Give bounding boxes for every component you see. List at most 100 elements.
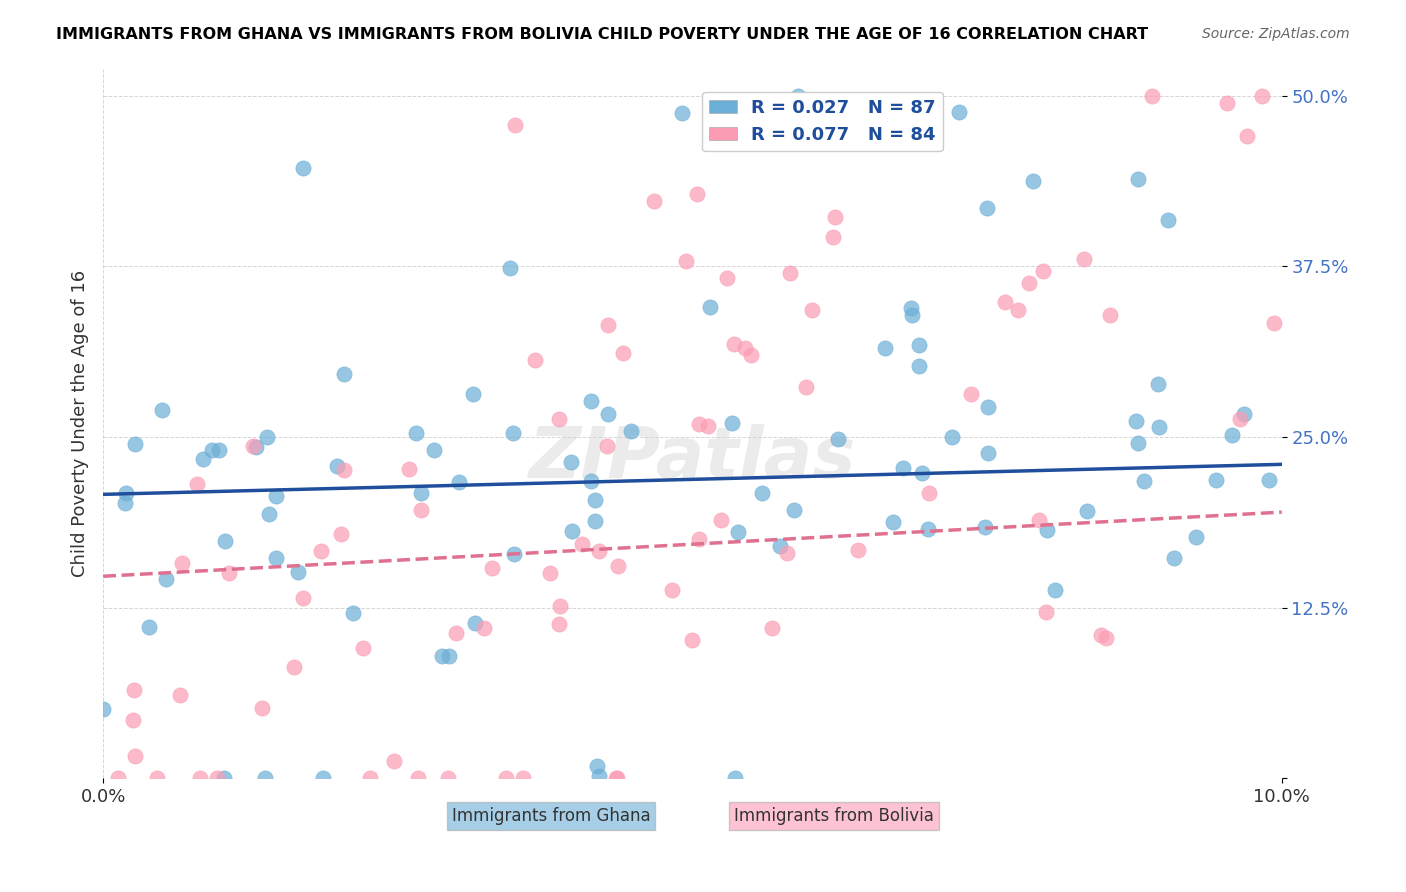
Point — [727, 525, 749, 540]
Point — [761, 622, 783, 636]
Point — [1185, 530, 1208, 544]
Point — [1257, 473, 1279, 487]
Point — [1229, 411, 1251, 425]
Point — [1018, 276, 1040, 290]
Point — [776, 546, 799, 560]
Point — [461, 386, 484, 401]
Point — [257, 508, 280, 522]
Point — [186, 477, 208, 491]
Point — [384, 754, 406, 768]
Point — [464, 615, 486, 630]
Point — [502, 426, 524, 441]
Point — [91, 702, 114, 716]
Point — [114, 496, 136, 510]
Point — [1220, 428, 1243, 442]
Point — [218, 566, 240, 580]
Point — [538, 566, 561, 581]
Point — [122, 714, 145, 728]
Text: Immigrants from Bolivia: Immigrants from Bolivia — [734, 807, 934, 825]
Point — [948, 104, 970, 119]
Point — [503, 547, 526, 561]
Point — [740, 348, 762, 362]
Point — [1032, 264, 1054, 278]
Point — [1007, 302, 1029, 317]
Point — [560, 455, 582, 469]
Point — [918, 486, 941, 500]
Point — [250, 701, 273, 715]
Point — [1095, 631, 1118, 645]
Point — [901, 309, 924, 323]
Point — [214, 533, 236, 548]
Point — [292, 161, 315, 175]
Point — [1098, 308, 1121, 322]
Point — [329, 527, 352, 541]
Point — [783, 502, 806, 516]
Point — [612, 346, 634, 360]
Point — [169, 689, 191, 703]
Point — [710, 513, 733, 527]
Point — [661, 583, 683, 598]
Point — [1205, 473, 1227, 487]
Point — [325, 458, 347, 473]
Point — [1157, 213, 1180, 227]
Point — [398, 462, 420, 476]
Point — [1036, 523, 1059, 537]
Point — [917, 522, 939, 536]
Text: Source: ZipAtlas.com: Source: ZipAtlas.com — [1202, 27, 1350, 41]
Point — [245, 440, 267, 454]
Point — [1147, 420, 1170, 434]
Point — [146, 771, 169, 785]
Point — [596, 318, 619, 332]
Legend: R = 0.027   N = 87, R = 0.077   N = 84: R = 0.027 N = 87, R = 0.077 N = 84 — [702, 92, 942, 152]
Point — [801, 302, 824, 317]
Point — [446, 626, 468, 640]
Point — [1035, 605, 1057, 619]
Point — [688, 417, 710, 431]
Point — [976, 201, 998, 215]
Point — [875, 341, 897, 355]
Point — [193, 452, 215, 467]
Point — [138, 620, 160, 634]
Point — [359, 771, 381, 785]
Point — [796, 380, 818, 394]
Point — [581, 474, 603, 488]
Point — [908, 338, 931, 352]
Point — [1076, 504, 1098, 518]
Point — [941, 430, 963, 444]
Point — [124, 749, 146, 764]
Point — [505, 119, 527, 133]
Point — [910, 466, 932, 480]
Point — [124, 437, 146, 451]
Point — [1133, 474, 1156, 488]
Text: IMMIGRANTS FROM GHANA VS IMMIGRANTS FROM BOLIVIA CHILD POVERTY UNDER THE AGE OF : IMMIGRANTS FROM GHANA VS IMMIGRANTS FROM… — [56, 27, 1149, 42]
Point — [205, 771, 228, 785]
Point — [309, 543, 332, 558]
Point — [579, 394, 602, 409]
Point — [605, 771, 627, 785]
Point — [596, 439, 619, 453]
Point — [671, 106, 693, 120]
Point — [512, 771, 534, 785]
Point — [437, 771, 460, 785]
Point — [405, 425, 427, 440]
Point — [422, 443, 444, 458]
Point — [1022, 174, 1045, 188]
Point — [606, 771, 628, 785]
Point — [172, 556, 194, 570]
Point — [411, 486, 433, 500]
Point — [287, 565, 309, 579]
Point — [588, 543, 610, 558]
Point — [548, 599, 571, 613]
Point — [1236, 128, 1258, 143]
Point — [751, 486, 773, 500]
Point — [620, 425, 643, 439]
Point — [786, 88, 808, 103]
Point — [264, 551, 287, 566]
Point — [333, 463, 356, 477]
Point — [974, 520, 997, 534]
Point — [716, 270, 738, 285]
Point — [311, 771, 333, 785]
Point — [449, 475, 471, 489]
Point — [406, 771, 429, 785]
Point — [1125, 414, 1147, 428]
